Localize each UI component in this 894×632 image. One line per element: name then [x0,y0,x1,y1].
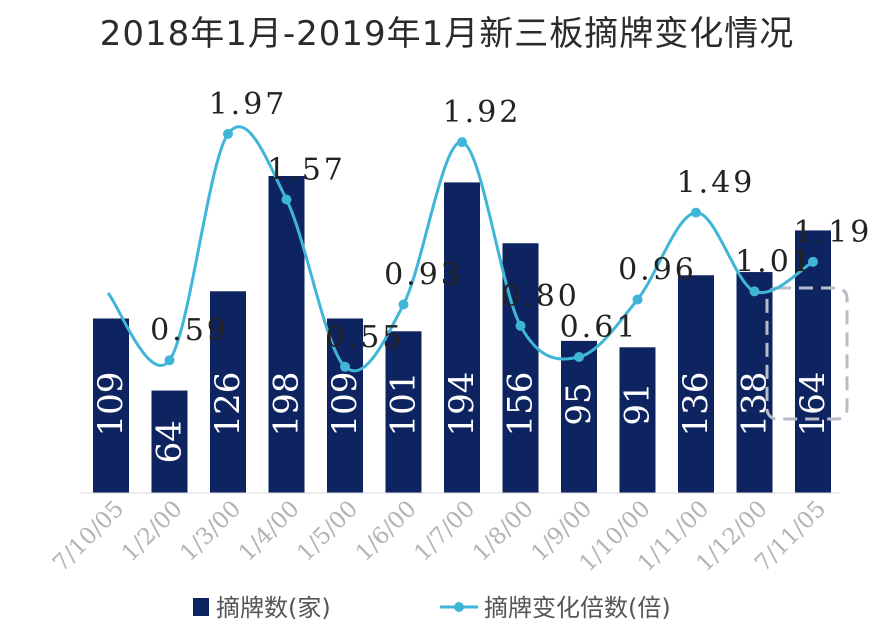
highlight-dashed-box [765,286,849,421]
legend-bar-label: 摘牌数(家) [216,594,331,622]
line-value-label: 0.59 [150,313,229,348]
line-value-label: 1.01 [735,244,814,279]
chart-title: 2018年1月-2019年1月新三板摘牌变化情况 [99,14,795,54]
x-tick-label: 1/2/00 [117,496,188,567]
line-point [398,299,409,310]
bar [678,275,714,493]
multiplier-line [106,125,814,373]
line-series: 0.59 1.97 1.57 0.55 0.93 1.92 0.800.61 0.96 1.49… [106,87,873,373]
bar [561,340,597,493]
line-point [515,320,526,331]
bar [502,243,539,493]
x-tick-label: 1/8/00 [468,496,539,567]
line-value-label: 0.55 [326,320,405,355]
bar-value-label: 109 [325,372,365,437]
x-axis-ticks: 7/10/051/2/001/3/001/4/001/5/001/6/001/7… [48,496,831,577]
line-value-label: 1.92 [443,95,522,130]
bar-value-label: 156 [501,372,541,437]
line-point [749,286,760,297]
bar-value-label: 164 [793,372,833,437]
x-tick-label: 1/3/00 [176,496,247,567]
line-point [281,194,292,205]
line-value-label: 0.93 [384,257,463,292]
legend-bar-swatch [193,598,209,616]
line-point [223,128,233,139]
bar [619,347,656,493]
bar-value-label: 126 [208,372,248,437]
line-point [164,355,175,366]
line-point [574,351,584,362]
bar [210,291,246,493]
bar-value-label: 64 [150,420,190,463]
line-point [691,207,701,218]
bar [385,331,422,493]
bar-value-label: 198 [267,372,307,437]
bar [93,318,129,493]
x-tick-label: 1/6/00 [351,496,422,567]
bar-value-label: 95 [559,382,599,425]
x-tick-label: 1/5/00 [293,496,364,567]
line-value-label: 0.96 [618,253,697,288]
x-tick-label: 7/10/05 [48,496,129,577]
bar [268,176,305,493]
line-point [457,137,467,148]
legend-line-label: 摘牌变化倍数(倍) [484,594,671,622]
bar-value-label: 109 [91,372,131,437]
bar [151,390,188,493]
line-point [632,294,643,305]
line-value-label: 0.80 [501,279,580,314]
bar-value-label: 194 [442,372,482,437]
bar-value-label: 91 [618,382,658,425]
bar [795,230,831,494]
x-tick-label: 1/7/00 [410,496,481,567]
legend: 摘牌数(家) 摘牌变化倍数(倍) [193,594,671,622]
bar-value-label: 136 [676,372,716,437]
line-value-label: 1.97 [209,87,288,122]
highlight-box [765,286,849,421]
bar [444,182,480,493]
line-value-label: 1.57 [267,153,346,188]
line-value-label: 0.61 [560,310,639,345]
bar-value-label: 138 [735,372,775,437]
bar-series: 109 64 126 198 109 101 194 156 95 91 136 138 164 [80,176,840,494]
x-tick-label: 1/4/00 [234,496,305,567]
line-point [808,256,818,267]
line-value-label: 1.49 [677,166,756,201]
bar-value-label: 101 [384,372,424,437]
legend-line-marker [454,602,464,612]
line-point [340,361,350,372]
line-value-label: 1.19 [794,215,873,250]
